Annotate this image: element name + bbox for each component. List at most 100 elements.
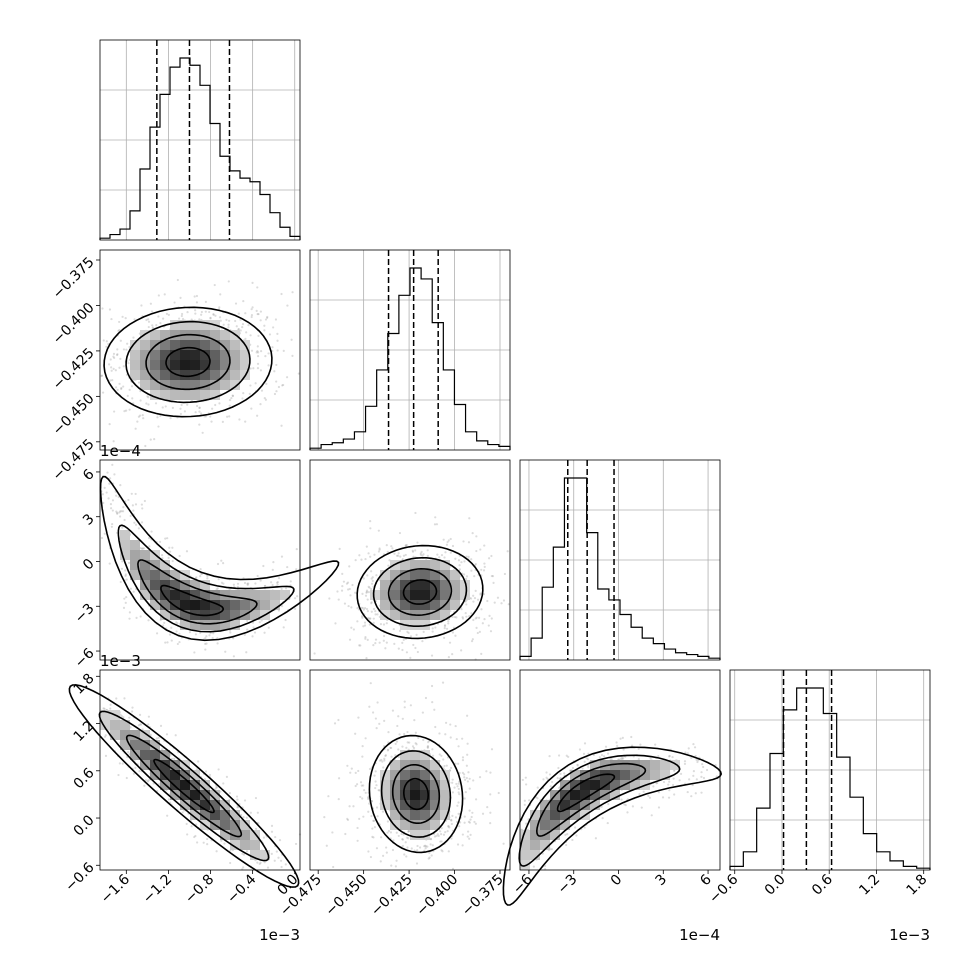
sample-point bbox=[263, 329, 266, 332]
sample-point bbox=[118, 328, 121, 332]
sample-point bbox=[471, 638, 474, 641]
sample-point bbox=[401, 844, 405, 848]
density-cell bbox=[210, 360, 220, 370]
density-cell bbox=[160, 570, 170, 580]
density-cell bbox=[120, 730, 130, 740]
sample-point bbox=[474, 822, 477, 825]
sample-point bbox=[123, 518, 126, 522]
density-cell bbox=[100, 720, 110, 730]
sample-point bbox=[372, 836, 375, 839]
density-cell bbox=[200, 590, 210, 600]
sample-point bbox=[374, 609, 377, 613]
sample-point bbox=[356, 783, 359, 786]
sample-point bbox=[176, 278, 179, 282]
sample-point bbox=[649, 757, 652, 760]
sample-point bbox=[467, 541, 471, 544]
sample-point bbox=[420, 550, 423, 553]
sample-point bbox=[327, 795, 330, 798]
sample-point bbox=[450, 818, 453, 821]
y-tick-label: 0 bbox=[80, 556, 98, 574]
density-cell bbox=[400, 600, 410, 610]
sample-point bbox=[483, 618, 486, 621]
sample-point bbox=[102, 339, 105, 342]
sample-point bbox=[422, 553, 425, 556]
sample-point bbox=[457, 762, 460, 765]
sample-point bbox=[341, 572, 344, 576]
sample-point bbox=[116, 388, 119, 391]
sample-point bbox=[453, 786, 456, 789]
density-cell bbox=[400, 560, 410, 570]
sample-point bbox=[524, 776, 527, 779]
density-cell bbox=[160, 370, 170, 380]
sample-point bbox=[457, 801, 460, 804]
sample-point bbox=[374, 638, 378, 641]
sample-point bbox=[386, 820, 389, 823]
density-cell bbox=[400, 590, 410, 600]
density-cell bbox=[210, 800, 220, 810]
sample-point bbox=[478, 776, 482, 779]
sample-point bbox=[395, 740, 399, 743]
density-cell bbox=[170, 600, 180, 610]
sample-point bbox=[455, 782, 458, 786]
sample-point bbox=[150, 530, 153, 533]
sample-point bbox=[170, 626, 173, 629]
contour-line-0 bbox=[402, 579, 438, 605]
density-cell bbox=[190, 590, 200, 600]
sample-point bbox=[259, 349, 263, 353]
sample-point bbox=[351, 583, 354, 587]
sample-point bbox=[502, 842, 505, 845]
sample-point bbox=[705, 768, 709, 772]
sample-point bbox=[222, 782, 225, 785]
sample-point bbox=[361, 745, 364, 748]
sample-point bbox=[345, 582, 349, 585]
sample-point bbox=[622, 748, 625, 751]
sample-point bbox=[332, 865, 335, 869]
sample-point bbox=[604, 745, 608, 748]
sample-point bbox=[378, 548, 381, 551]
sample-point bbox=[581, 767, 584, 770]
density-cell bbox=[230, 590, 240, 600]
sample-point bbox=[135, 616, 138, 619]
sample-point bbox=[225, 318, 228, 321]
sample-point bbox=[190, 825, 193, 828]
sample-point bbox=[109, 707, 112, 710]
density-cell bbox=[210, 790, 220, 800]
sample-point bbox=[342, 580, 346, 583]
sample-point bbox=[458, 564, 461, 567]
sample-point bbox=[275, 850, 278, 853]
sample-point bbox=[113, 473, 116, 476]
sample-point bbox=[142, 547, 145, 550]
sample-point bbox=[171, 546, 174, 549]
sample-point bbox=[398, 531, 402, 535]
sample-point bbox=[671, 783, 675, 787]
density-cell bbox=[250, 830, 260, 840]
sample-point bbox=[448, 641, 452, 644]
sample-point bbox=[557, 766, 560, 770]
sample-point bbox=[366, 574, 369, 577]
sample-point bbox=[693, 746, 697, 749]
sample-point bbox=[438, 753, 441, 756]
sample-point bbox=[692, 743, 695, 746]
sample-point bbox=[251, 621, 255, 624]
sample-point bbox=[111, 509, 114, 512]
sample-point bbox=[241, 397, 244, 400]
sample-point bbox=[195, 576, 198, 579]
density-cell bbox=[180, 340, 190, 350]
y-tick-label: 0.0 bbox=[71, 812, 98, 839]
sample-point bbox=[449, 723, 452, 726]
sample-point bbox=[461, 616, 464, 619]
density-cell bbox=[230, 820, 240, 830]
sample-point bbox=[134, 523, 138, 526]
sample-point bbox=[405, 836, 409, 839]
sample-point bbox=[606, 752, 610, 755]
sample-point bbox=[178, 317, 181, 320]
sample-point bbox=[272, 326, 275, 329]
sample-point bbox=[250, 308, 253, 311]
density-cell bbox=[190, 350, 200, 360]
density-cell bbox=[450, 580, 460, 590]
sample-point bbox=[360, 784, 363, 787]
density-cell bbox=[260, 850, 270, 860]
density-cell bbox=[230, 340, 240, 350]
sample-point bbox=[158, 540, 162, 543]
sample-point bbox=[374, 641, 377, 645]
